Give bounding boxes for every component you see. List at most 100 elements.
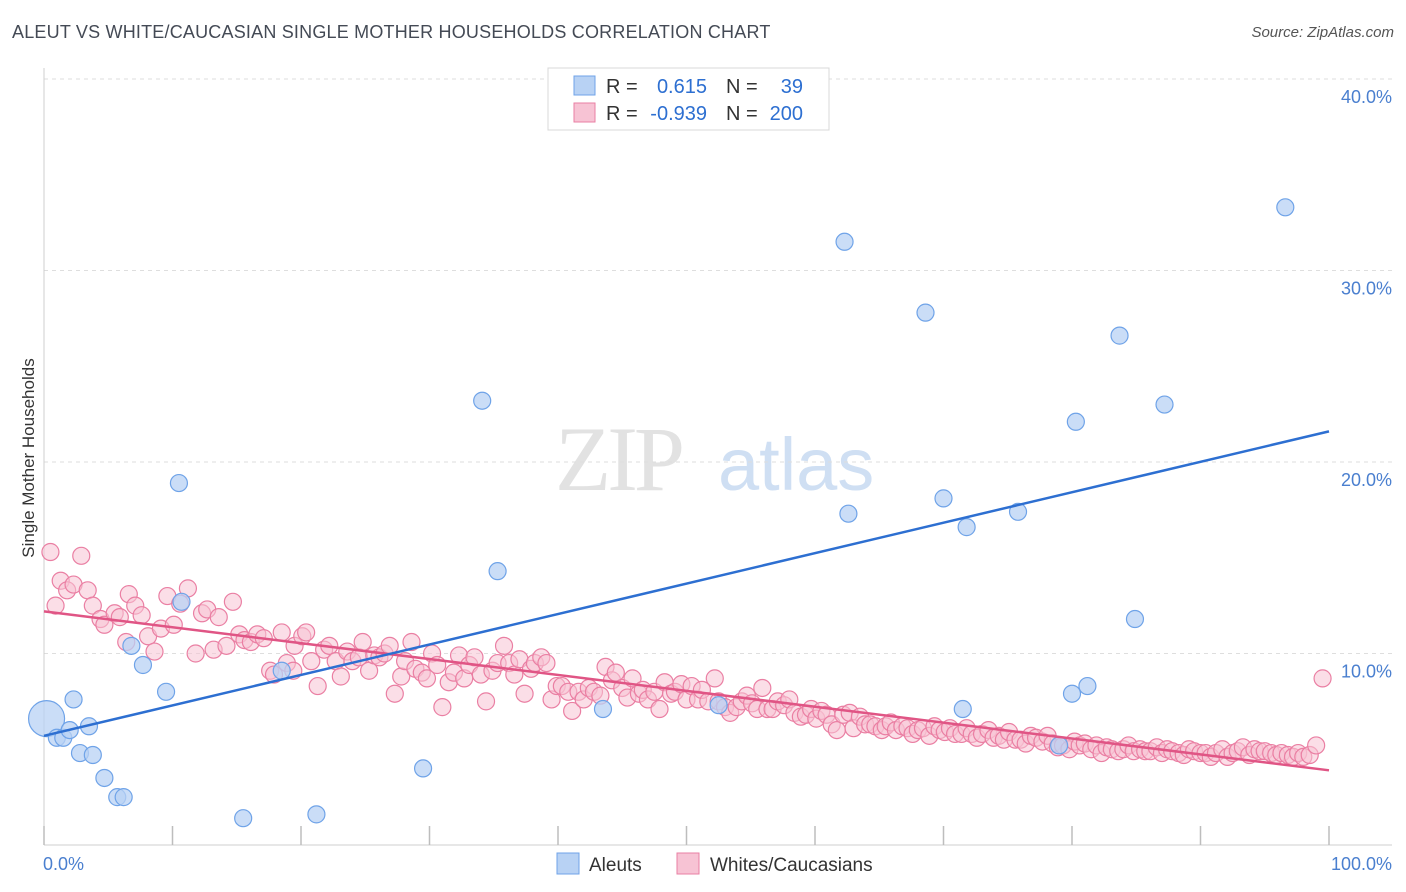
legend-box: R = 0.615 N = 39 R = -0.939 N = 200 xyxy=(547,67,830,131)
aleuts-point xyxy=(488,562,507,581)
legend-n-label-whites: N = xyxy=(726,103,758,125)
whites-trend-line xyxy=(43,610,1330,772)
aleuts-point xyxy=(1078,676,1097,696)
aleuts-point xyxy=(916,303,935,322)
whites-point xyxy=(272,623,291,642)
whites-point xyxy=(563,701,582,721)
aleuts-point xyxy=(83,745,102,765)
whites-point xyxy=(650,699,669,719)
legend-n-value-aleuts: 39 xyxy=(781,76,803,98)
x-tick-label-min: 0.0% xyxy=(43,854,84,874)
legend-r-label-aleuts: R = xyxy=(606,76,638,98)
aleuts-point xyxy=(593,699,613,719)
aleuts-point xyxy=(172,592,191,611)
y-tick-label-30: 30.0% xyxy=(1341,279,1392,299)
whites-point xyxy=(83,596,102,615)
aleuts-point xyxy=(169,473,189,493)
bottom-legend-swatch-whites xyxy=(676,852,700,875)
whites-point xyxy=(537,653,556,673)
bottom-legend-whites: Whites/Caucasians xyxy=(710,855,873,876)
grid-lines xyxy=(44,78,1392,654)
aleuts-point xyxy=(1110,326,1129,345)
trend-lines xyxy=(43,430,1330,772)
aleuts-point xyxy=(839,504,858,523)
aleuts-point xyxy=(114,788,133,807)
aleuts-point xyxy=(156,682,176,701)
aleuts-points xyxy=(27,198,1295,828)
aleuts-point xyxy=(1062,684,1082,703)
whites-point xyxy=(385,684,404,703)
aleuts-point xyxy=(1050,736,1069,755)
aleuts-point xyxy=(957,518,976,537)
aleuts-point xyxy=(95,768,114,788)
whites-point xyxy=(78,581,97,600)
aleuts-point xyxy=(234,809,253,828)
bottom-legend: Aleuts Whites/Caucasians xyxy=(556,852,873,876)
aleuts-point xyxy=(1276,198,1295,217)
whites-point xyxy=(606,663,625,682)
whites-point xyxy=(353,632,372,652)
chart-title: ALEUT VS WHITE/CAUCASIAN SINGLE MOTHER H… xyxy=(12,22,771,42)
aleuts-point xyxy=(122,636,141,655)
aleuts-point xyxy=(473,391,492,410)
whites-point xyxy=(433,698,452,717)
aleuts-trend-line xyxy=(43,430,1330,738)
whites-point xyxy=(402,632,421,652)
aleuts-point xyxy=(709,696,728,715)
whites-point xyxy=(827,720,846,740)
whites-point xyxy=(476,692,496,711)
aleuts-point xyxy=(413,759,433,778)
x-axis-ticks xyxy=(43,826,1330,845)
whites-point xyxy=(417,669,437,688)
y-tick-label-20: 20.0% xyxy=(1341,470,1392,490)
aleuts-point xyxy=(953,699,972,719)
legend-r-label-whites: R = xyxy=(606,103,638,125)
whites-point xyxy=(494,636,514,655)
aleuts-point xyxy=(272,661,291,680)
y-axis-label: Single Mother Households xyxy=(19,358,38,557)
whites-point xyxy=(217,636,236,655)
whites-point xyxy=(145,642,164,661)
whites-points xyxy=(41,542,1332,767)
y-tick-label-40: 40.0% xyxy=(1341,87,1392,107)
legend-n-value-whites: 200 xyxy=(770,103,803,125)
whites-point xyxy=(46,596,65,615)
aleuts-point xyxy=(1066,412,1085,431)
whites-point xyxy=(223,592,242,611)
whites-point xyxy=(705,669,724,688)
whites-point xyxy=(110,608,129,627)
aleuts-point xyxy=(27,700,66,738)
aleuts-point xyxy=(133,655,153,675)
whites-point xyxy=(186,644,205,663)
legend-n-label-aleuts: N = xyxy=(726,76,758,98)
aleuts-point xyxy=(64,690,83,709)
aleuts-point xyxy=(1008,502,1028,521)
whites-point xyxy=(515,684,534,703)
y-tick-labels: 10.0% 20.0% 30.0% 40.0% xyxy=(1341,87,1392,682)
aleuts-point xyxy=(835,232,854,251)
source-credit: Source: ZipAtlas.com xyxy=(1251,24,1394,41)
whites-point xyxy=(72,546,91,565)
whites-point xyxy=(297,623,316,642)
aleuts-point xyxy=(1155,395,1174,414)
whites-point xyxy=(1313,669,1332,688)
legend-r-value-whites: -0.939 xyxy=(650,103,707,125)
aleuts-point xyxy=(307,805,326,824)
bottom-legend-swatch-aleuts xyxy=(556,852,580,875)
y-tick-label-10: 10.0% xyxy=(1341,662,1392,682)
whites-point xyxy=(331,667,350,686)
whites-point xyxy=(164,615,183,634)
legend-swatch-whites xyxy=(573,102,596,123)
whites-point xyxy=(1307,736,1326,755)
whites-point xyxy=(209,608,228,627)
whites-point xyxy=(753,678,772,698)
bottom-legend-aleuts: Aleuts xyxy=(589,855,642,876)
aleuts-point xyxy=(1125,609,1145,629)
aleuts-point xyxy=(934,489,953,508)
whites-point xyxy=(132,606,151,625)
whites-point xyxy=(308,676,327,696)
whites-point xyxy=(302,652,321,671)
legend-swatch-aleuts xyxy=(573,75,596,96)
watermark-atlas: atlas xyxy=(718,423,874,506)
